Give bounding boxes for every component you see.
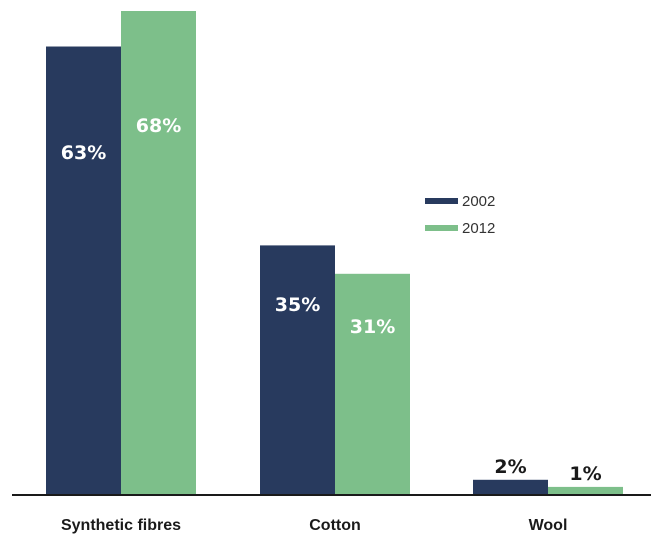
legend-label-2002: 2002 <box>462 193 495 210</box>
data-label-wool-2012: 1% <box>569 463 601 485</box>
legend-label-2012: 2012 <box>462 220 495 237</box>
bar-cotton-2002 <box>260 245 335 494</box>
bar-cotton-2012 <box>335 273 410 494</box>
legend: 2002 2012 <box>425 193 495 237</box>
legend-swatch-2012 <box>425 225 458 231</box>
bar-synthetic-fibres-2012 <box>121 11 196 494</box>
data-label-synthetic-fibres-2012: 68% <box>136 115 181 137</box>
bar-wool-2012 <box>548 486 623 494</box>
data-label-synthetic-fibres-2002: 63% <box>61 142 106 164</box>
category-label-wool: Wool <box>529 517 568 534</box>
bar-wool-2002 <box>473 479 548 494</box>
bar-synthetic-fibres-2002 <box>46 46 121 494</box>
legend-swatch-2002 <box>425 198 458 204</box>
category-label-cotton: Cotton <box>309 517 361 534</box>
bars-layer <box>46 11 623 494</box>
bar-labels-layer: 63% 68% 35% 31% 2% 1% <box>61 115 602 485</box>
category-labels-layer: Synthetic fibres Cotton Wool <box>61 517 567 534</box>
data-label-cotton-2002: 35% <box>275 294 320 316</box>
data-label-cotton-2012: 31% <box>350 316 395 338</box>
data-label-wool-2002: 2% <box>494 456 526 478</box>
category-label-synthetic-fibres: Synthetic fibres <box>61 517 181 534</box>
